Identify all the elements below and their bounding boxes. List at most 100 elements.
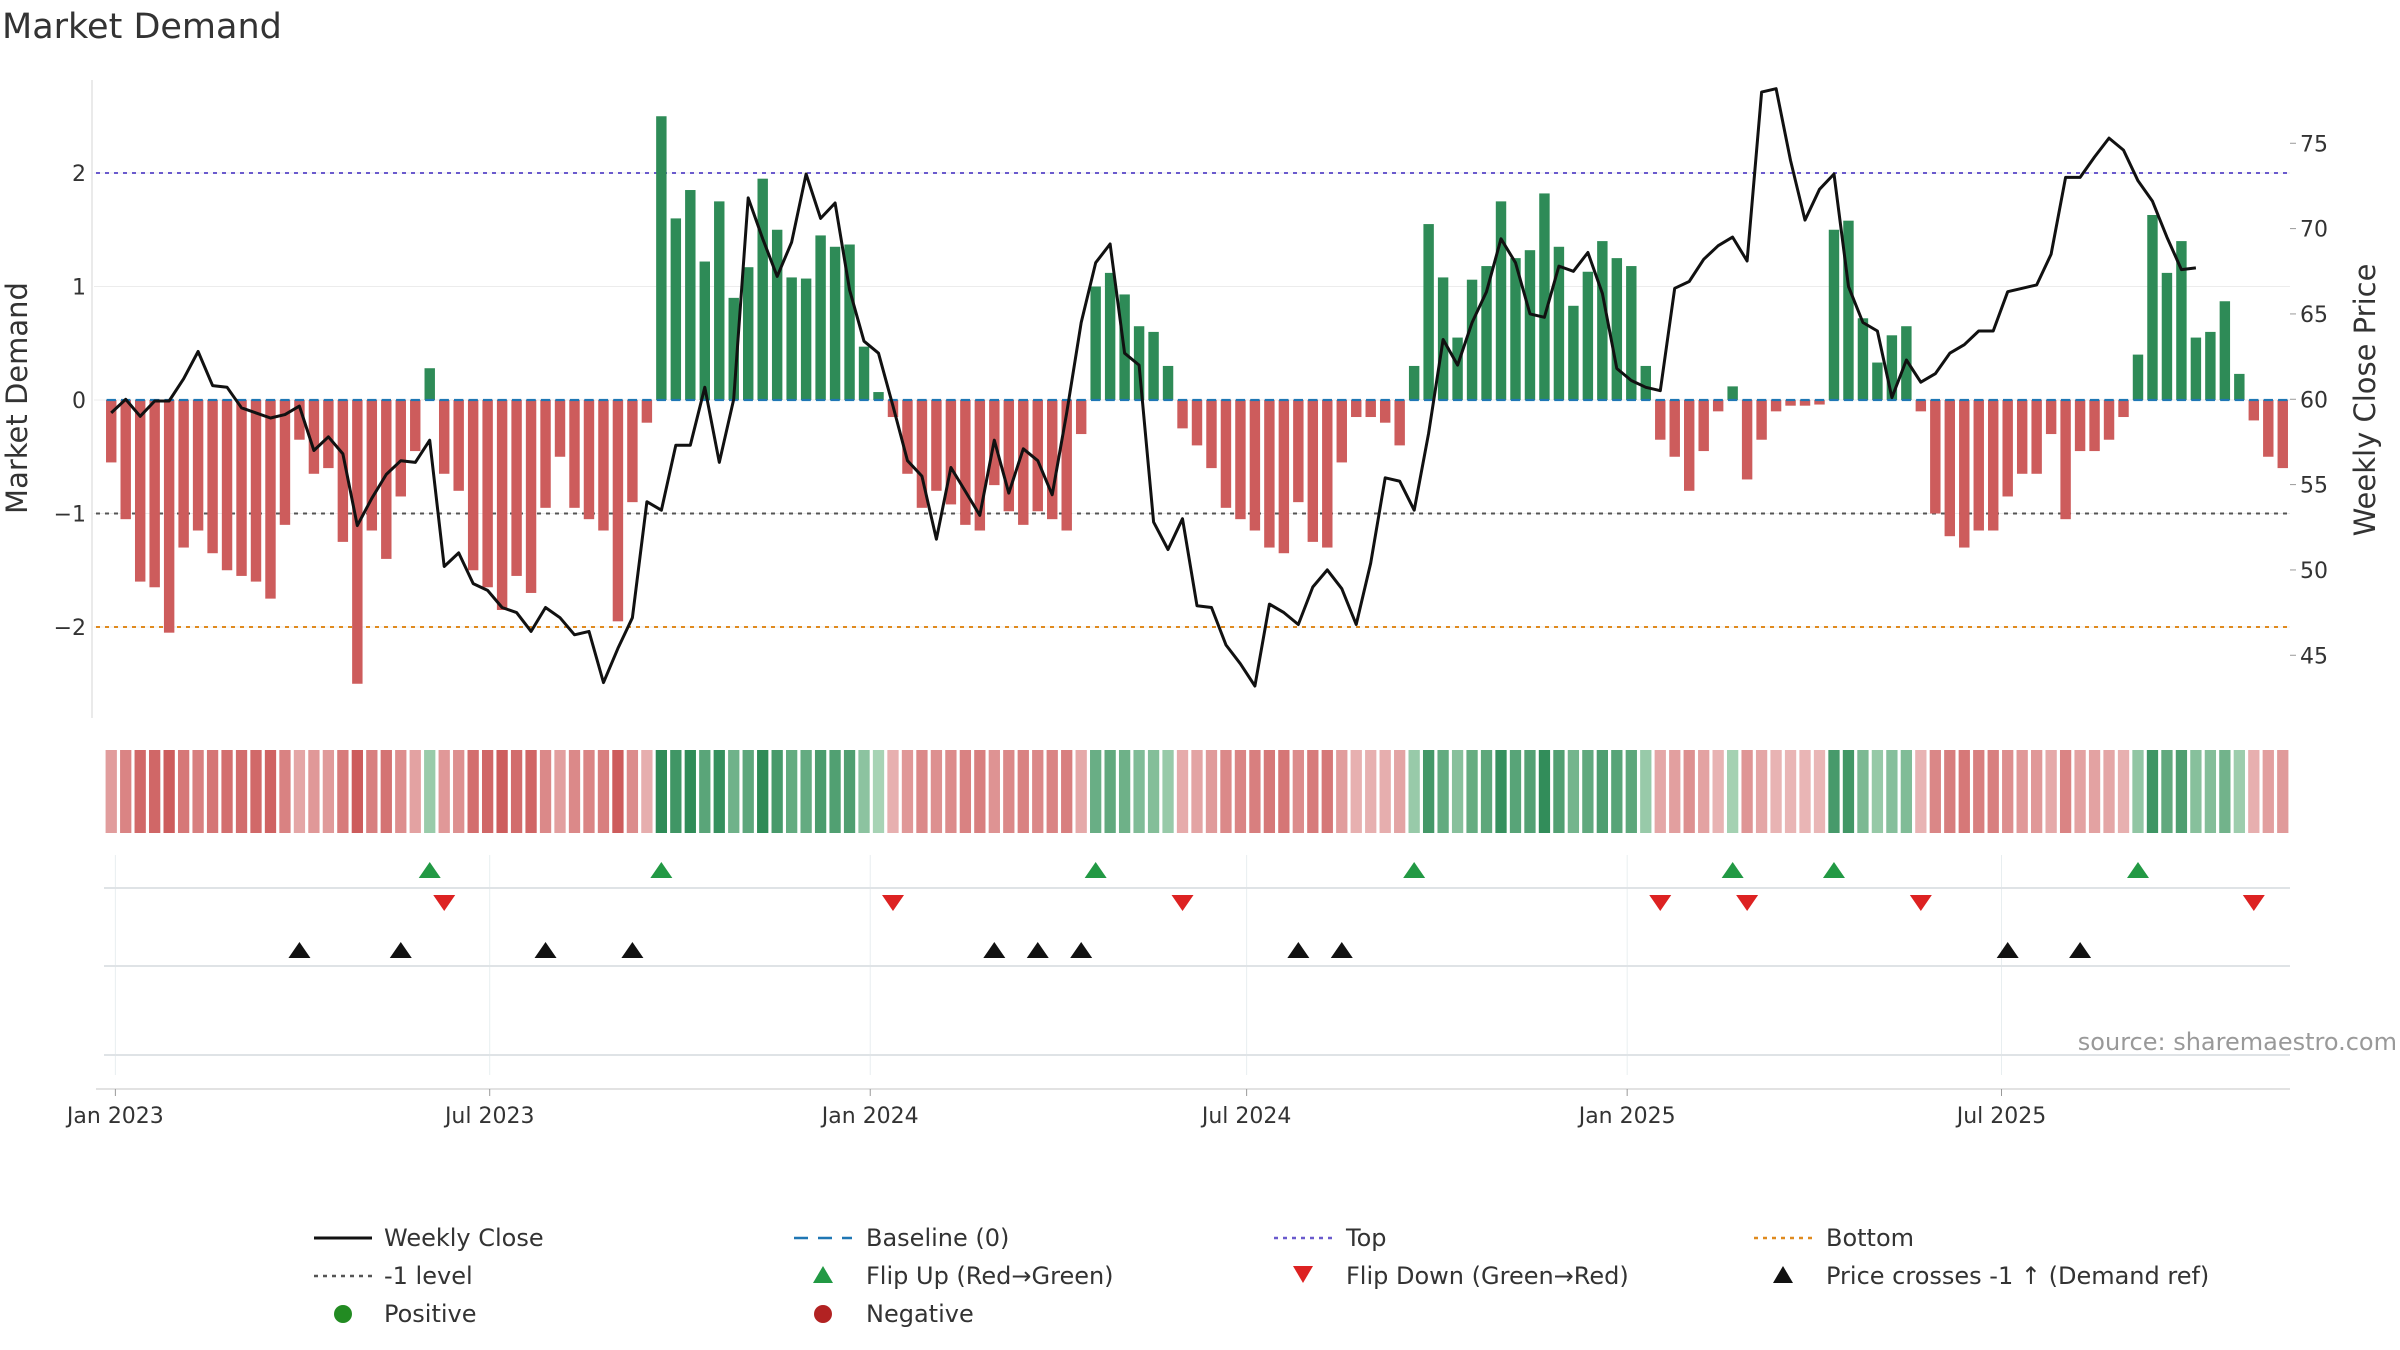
flip-up-marker xyxy=(418,862,441,878)
negative-demand-bar xyxy=(308,400,320,474)
heat-strip-positive-cell xyxy=(1466,750,1478,833)
heat-strip-negative-cell xyxy=(2277,750,2289,833)
negative-demand-bar xyxy=(1206,400,1217,469)
heat-strip-positive-cell xyxy=(1408,750,1420,833)
heat-strip-negative-cell xyxy=(134,750,146,833)
heat-strip-negative-cell xyxy=(1755,750,1768,833)
heat-strip-positive-cell xyxy=(1162,750,1174,833)
positive-demand-bar xyxy=(829,246,841,400)
price-cross-marker xyxy=(1996,942,2019,958)
heat-strip-positive-cell xyxy=(1495,750,1507,833)
heat-strip-negative-cell xyxy=(120,750,132,833)
positive-demand-bar xyxy=(1640,365,1651,400)
flip-down-marker xyxy=(1736,895,1759,911)
positive-demand-bar xyxy=(2205,331,2216,400)
heat-strip-negative-cell xyxy=(2059,750,2072,833)
negative-demand-bar xyxy=(134,400,146,582)
heat-strip-negative-cell xyxy=(612,750,624,833)
heat-strip-negative-cell xyxy=(901,750,914,833)
heat-strip-positive-cell xyxy=(814,750,827,833)
heat-strip-negative-cell xyxy=(959,750,972,833)
x-tick-label: Jul 2024 xyxy=(1200,1104,1292,1129)
heat-strip-negative-cell xyxy=(1249,750,1261,833)
positive-demand-bar xyxy=(757,178,768,400)
heat-strip-positive-cell xyxy=(843,750,856,833)
positive-demand-bar xyxy=(1582,271,1594,400)
legend-positive-dot xyxy=(334,1305,352,1323)
positive-demand-bar xyxy=(815,235,826,400)
heat-strip-negative-cell xyxy=(279,750,291,833)
positive-demand-bar xyxy=(1090,286,1101,400)
y-tick-label: 1 xyxy=(72,276,86,301)
demand-heat-strip xyxy=(105,750,2289,833)
heat-strip-negative-cell xyxy=(2248,750,2260,833)
y2-tick-label: 55 xyxy=(2300,474,2328,499)
heat-strip-negative-cell xyxy=(945,750,957,833)
flip-down-marker xyxy=(881,895,904,911)
flip-down-marker xyxy=(433,895,456,911)
heat-strip-positive-cell xyxy=(655,750,668,833)
negative-demand-bar xyxy=(1075,400,1087,435)
positive-demand-bar xyxy=(1886,335,1898,400)
positive-demand-bar xyxy=(2176,241,2187,400)
heat-strip-positive-cell xyxy=(670,750,682,833)
positive-demand-bar xyxy=(2132,354,2144,400)
positive-demand-bar xyxy=(1597,241,1608,400)
negative-demand-bar xyxy=(1191,400,1203,446)
heat-strip-negative-cell xyxy=(409,750,421,833)
negative-demand-bar xyxy=(120,400,131,520)
negative-demand-bar xyxy=(569,400,580,508)
heat-strip-positive-cell xyxy=(771,750,783,833)
positive-demand-bar xyxy=(685,190,696,400)
heat-strip-negative-cell xyxy=(583,750,595,833)
negative-demand-bar xyxy=(511,400,522,576)
negative-demand-bar xyxy=(1959,400,1970,548)
negative-demand-bar xyxy=(1712,400,1724,412)
heat-strip-positive-cell xyxy=(1147,750,1160,833)
negative-demand-bar xyxy=(1741,400,1753,480)
heat-strip-negative-cell xyxy=(930,750,943,833)
heat-strip-negative-cell xyxy=(2002,750,2014,833)
heat-strip-positive-cell xyxy=(1842,750,1855,833)
heat-strip-negative-cell xyxy=(1698,750,1710,833)
heat-strip-positive-cell xyxy=(742,750,754,833)
negative-demand-bar xyxy=(554,400,566,457)
heat-strip-positive-cell xyxy=(1480,750,1493,833)
negative-demand-bar xyxy=(1249,400,1261,531)
price-cross-marker xyxy=(288,942,311,958)
heat-strip-positive-cell xyxy=(2132,750,2144,833)
positive-demand-bar xyxy=(873,392,884,400)
positive-demand-bar xyxy=(1408,365,1420,400)
heat-strip-negative-cell xyxy=(380,750,392,833)
heat-strip-negative-cell xyxy=(1813,750,1826,833)
heat-strip-negative-cell xyxy=(235,750,248,833)
positive-demand-bar xyxy=(2219,301,2231,400)
heat-strip-negative-cell xyxy=(2031,750,2043,833)
positive-demand-bar xyxy=(2234,373,2245,400)
negative-demand-bar xyxy=(2248,400,2260,421)
heat-strip-positive-cell xyxy=(2204,750,2217,833)
negative-demand-bar xyxy=(1394,400,1405,446)
flip-up-marker xyxy=(650,862,673,878)
negative-demand-bar xyxy=(974,400,986,531)
heat-strip-negative-cell xyxy=(1278,750,1290,833)
positive-demand-bar xyxy=(1466,279,1478,400)
negative-demand-bar xyxy=(1799,400,1811,406)
positive-demand-bar xyxy=(1423,224,1434,400)
positive-demand-bar xyxy=(1510,258,1521,400)
legend-price-cross: Price crosses -1 ↑ (Demand ref) xyxy=(1826,1262,2209,1290)
positive-demand-bar xyxy=(1553,246,1565,400)
heat-strip-negative-cell xyxy=(1379,750,1391,833)
heat-strip-negative-cell xyxy=(467,750,479,833)
heat-strip-positive-cell xyxy=(1553,750,1565,833)
negative-demand-bar xyxy=(1307,400,1319,542)
y2-axis-label: Weekly Close Price xyxy=(2348,264,2382,537)
heat-strip-negative-cell xyxy=(221,750,233,833)
heat-strip-negative-cell xyxy=(1958,750,1970,833)
positive-demand-bar xyxy=(670,218,682,400)
negative-demand-bar xyxy=(294,400,305,440)
heat-strip-positive-cell xyxy=(2175,750,2188,833)
heat-strip-positive-cell xyxy=(872,750,885,833)
gridlines xyxy=(94,172,2290,1075)
